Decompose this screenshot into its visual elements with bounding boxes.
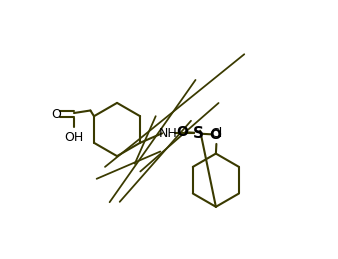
Text: NH: NH xyxy=(159,127,178,140)
Text: Cl: Cl xyxy=(210,127,222,140)
Text: O: O xyxy=(176,125,188,139)
Text: O: O xyxy=(209,128,221,142)
Text: S: S xyxy=(193,126,204,141)
Text: O: O xyxy=(51,108,61,121)
Text: OH: OH xyxy=(64,131,83,144)
